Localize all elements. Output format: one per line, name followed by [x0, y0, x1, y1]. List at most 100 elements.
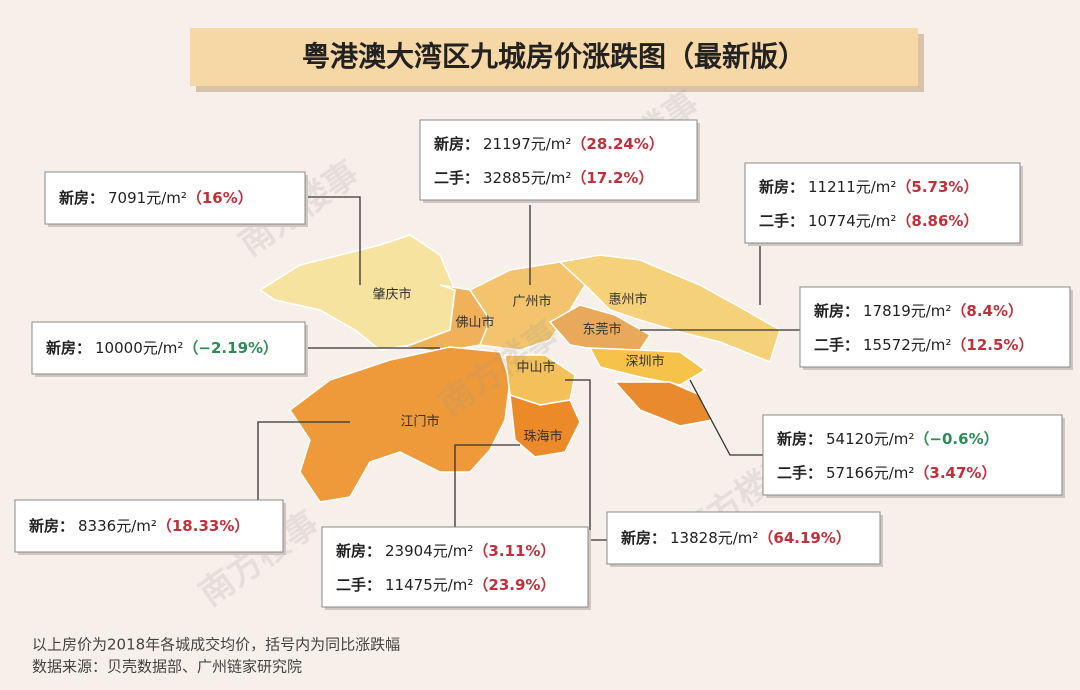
city-label: 肇庆市 [372, 287, 411, 303]
price-value: 7091元/m² [108, 189, 187, 207]
price-kind: 新房： [621, 529, 666, 547]
box [762, 414, 1063, 496]
price-change: （5.73%） [896, 178, 978, 196]
price-box: 新房： 8336元/m²（18.33%） [14, 499, 286, 555]
price-kind: 新房： [336, 542, 381, 560]
region-zhuhai [509, 393, 581, 458]
price-row: 新房： 13828元/m²（64.19%） [621, 529, 851, 547]
price-kind: 新房： [759, 178, 804, 196]
price-row: 新房： 7091元/m²（16%） [59, 189, 253, 207]
price-row: 二手： 10774元/m²（8.86%） [759, 212, 978, 230]
price-kind: 二手： [434, 169, 479, 187]
box [14, 499, 284, 553]
price-change: （12.5%） [951, 336, 1033, 354]
city-label: 珠海市 [523, 429, 562, 445]
price-change: （8.86%） [896, 212, 978, 230]
title-banner [190, 28, 918, 86]
price-kind: 新房： [46, 339, 91, 357]
price-row: 新房： 10000元/m²（−2.19%） [46, 339, 278, 357]
price-row: 二手： 32885元/m²（17.2%） [434, 169, 653, 187]
leader-lines [257, 196, 800, 541]
price-value: 13828元/m² [670, 529, 758, 547]
price-kind: 新房： [777, 430, 822, 448]
price-box: 新房： 10000元/m²（−2.19%） [31, 321, 308, 377]
price-value: 15572元/m² [863, 336, 951, 354]
price-box: 新房： 54120元/m²（−0.6%） 二手： 57166元/m²（3.47%） [762, 414, 1065, 498]
region-huizhou [558, 254, 781, 363]
price-value: 11211元/m² [808, 178, 896, 196]
price-change: （3.47%） [914, 464, 996, 482]
box [799, 286, 1071, 368]
box [31, 321, 306, 375]
price-value: 8336元/m² [78, 517, 157, 535]
city-label: 深圳市 [625, 354, 664, 370]
note: 以上房价为2018年各城成交均价，括号内为同比涨跌幅 [32, 636, 400, 654]
price-row: 二手： 57166元/m²（3.47%） [777, 464, 996, 482]
price-box: 新房： 23904元/m²（3.11%） 二手： 11475元/m²（23.9%） [321, 526, 591, 610]
price-change: （64.19%） [758, 529, 850, 547]
price-change: （18.33%） [157, 517, 249, 535]
city-label: 中山市 [516, 360, 555, 376]
price-change: （17.2%） [571, 169, 653, 187]
price-kind: 二手： [814, 336, 859, 354]
price-value: 32885元/m² [483, 169, 571, 187]
price-value: 10000元/m² [95, 339, 183, 357]
price-value: 11475元/m² [385, 576, 473, 594]
price-box: 新房： 7091元/m²（16%） [44, 171, 308, 227]
price-change: （16%） [187, 189, 253, 207]
region-dongguan [548, 304, 652, 351]
leader-line [257, 421, 350, 500]
box [419, 119, 698, 201]
city-label: 东莞市 [582, 322, 621, 338]
leader-line [454, 444, 520, 527]
price-box: 新房： 17819元/m²（8.4%） 二手： 15572元/m²（12.5%） [799, 286, 1073, 370]
price-change: （28.24%） [571, 135, 663, 153]
price-value: 10774元/m² [808, 212, 896, 230]
price-change: （8.4%） [951, 302, 1023, 320]
price-box: 新房： 11211元/m²（5.73%） 二手： 10774元/m²（8.86%） [744, 162, 1023, 246]
price-row: 新房： 21197元/m²（28.24%） [434, 135, 664, 153]
price-row: 新房： 11211元/m²（5.73%） [759, 178, 978, 196]
note: 数据来源：贝壳数据部、广州链家研究院 [32, 658, 302, 676]
price-kind: 新房： [434, 135, 479, 153]
price-kind: 二手： [336, 576, 381, 594]
price-box: 新房： 13828元/m²（64.19%） [606, 511, 883, 567]
price-value: 23904元/m² [385, 542, 473, 560]
price-row: 二手： 15572元/m²（12.5%） [814, 336, 1033, 354]
price-change: （23.9%） [473, 576, 555, 594]
price-value: 54120元/m² [826, 430, 914, 448]
city-label: 佛山市 [455, 315, 494, 331]
price-value: 21197元/m² [483, 135, 571, 153]
box [744, 162, 1021, 244]
price-change: （−0.6%） [914, 430, 998, 448]
price-row: 新房： 17819元/m²（8.4%） [814, 302, 1023, 320]
leader-line [565, 379, 607, 541]
price-value: 17819元/m² [863, 302, 951, 320]
price-row: 新房： 8336元/m²（18.33%） [29, 517, 249, 535]
box [321, 526, 589, 608]
city-label: 江门市 [400, 414, 439, 430]
price-kind: 新房： [29, 517, 74, 535]
price-change: （3.11%） [473, 542, 555, 560]
box [606, 511, 881, 565]
price-value: 57166元/m² [826, 464, 914, 482]
city-label: 惠州市 [608, 292, 647, 308]
title: 粤港澳大湾区九城房价涨跌图（最新版） [302, 40, 806, 73]
price-row: 新房： 54120元/m²（−0.6%） [777, 430, 999, 448]
leader-line [305, 196, 361, 285]
box [44, 171, 306, 225]
region-shenzhen [588, 347, 707, 386]
price-row: 新房： 23904元/m²（3.11%） [336, 542, 555, 560]
price-change: （−2.19%） [183, 339, 278, 357]
price-kind: 新房： [814, 302, 859, 320]
price-kind: 二手： [759, 212, 804, 230]
city-label: 广州市 [512, 294, 551, 310]
price-row: 二手： 11475元/m²（23.9%） [336, 576, 555, 594]
leader-line [689, 379, 763, 456]
price-boxes: 新房： 7091元/m²（16%）新房： 21197元/m²（28.24%）二手： 3… [14, 119, 1073, 610]
price-box: 新房： 21197元/m²（28.24%） 二手： 32885元/m²（17.2%） [419, 119, 700, 203]
price-kind: 二手： [777, 464, 822, 482]
price-kind: 新房： [59, 189, 104, 207]
